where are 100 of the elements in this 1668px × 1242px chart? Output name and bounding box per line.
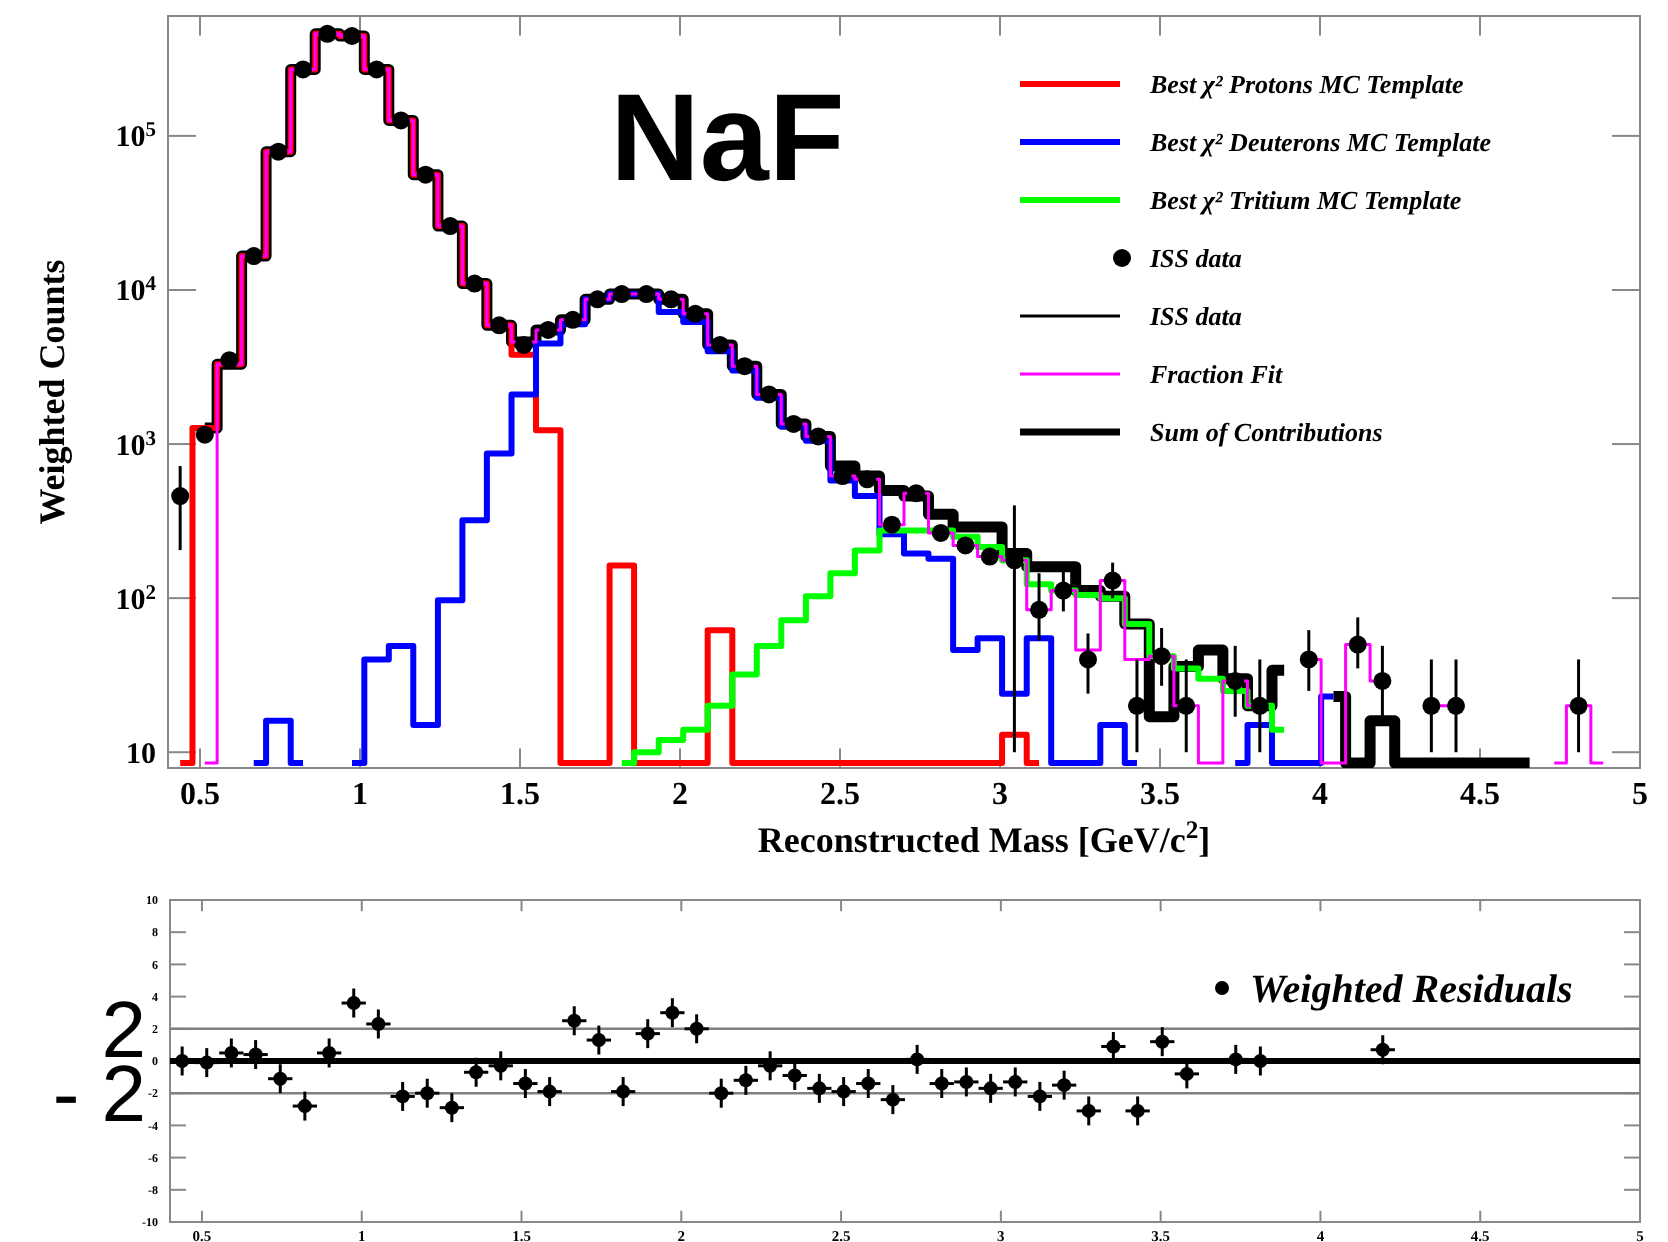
point bbox=[591, 1033, 606, 1048]
y-tick-label: 10$^{2}$ bbox=[115, 581, 156, 617]
point bbox=[273, 1071, 288, 1086]
point bbox=[1057, 1078, 1072, 1093]
point bbox=[563, 310, 582, 329]
point bbox=[1152, 647, 1171, 666]
point bbox=[395, 1089, 410, 1104]
point bbox=[959, 1074, 974, 1089]
point bbox=[1250, 696, 1269, 715]
point bbox=[616, 1084, 631, 1099]
point bbox=[371, 1016, 386, 1031]
y-tick-label: 10$^{3}$ bbox=[115, 427, 156, 463]
point bbox=[518, 1076, 533, 1091]
point bbox=[1373, 671, 1392, 690]
point bbox=[714, 1086, 729, 1101]
y-tick-label: 10 bbox=[126, 738, 156, 771]
point bbox=[171, 487, 190, 506]
point bbox=[1155, 1034, 1170, 1049]
point bbox=[391, 111, 410, 130]
point bbox=[444, 1100, 459, 1115]
point bbox=[469, 1065, 484, 1080]
legend-label: Fraction Fit bbox=[1148, 359, 1283, 390]
point bbox=[1103, 571, 1122, 590]
point bbox=[195, 425, 214, 444]
point bbox=[689, 1021, 704, 1036]
point bbox=[1054, 581, 1073, 600]
point bbox=[711, 335, 729, 354]
point bbox=[686, 304, 705, 323]
point bbox=[542, 1084, 557, 1099]
point bbox=[224, 1045, 239, 1060]
point bbox=[420, 1086, 435, 1101]
x-tick-label: 0.5 bbox=[180, 778, 220, 812]
point bbox=[956, 536, 975, 555]
x-tick-label: 3 bbox=[992, 778, 1008, 812]
point bbox=[882, 515, 901, 534]
point bbox=[787, 1068, 802, 1083]
point bbox=[931, 523, 950, 542]
point bbox=[907, 484, 926, 503]
point bbox=[175, 1054, 190, 1068]
legend-label: Sum of Contributions bbox=[1150, 417, 1383, 448]
point bbox=[244, 247, 263, 266]
point bbox=[1348, 635, 1367, 654]
x-tick-label: 4 bbox=[1312, 778, 1328, 812]
point bbox=[910, 1052, 925, 1067]
x-axis-title: Reconstructed Mass [GeV/c$^{2}$] bbox=[757, 816, 1211, 860]
legend-label: ISS data bbox=[1148, 243, 1243, 274]
point bbox=[1179, 1066, 1194, 1081]
point bbox=[1253, 1054, 1268, 1068]
point bbox=[294, 60, 313, 79]
point bbox=[1228, 1052, 1243, 1067]
x-tick-label: 3.5 bbox=[1140, 778, 1180, 812]
point bbox=[784, 414, 803, 433]
point bbox=[858, 470, 877, 489]
point bbox=[567, 1013, 582, 1028]
x-tick-label: 5 bbox=[1632, 778, 1648, 812]
point bbox=[297, 1099, 312, 1114]
point bbox=[662, 290, 681, 309]
point bbox=[738, 1073, 753, 1088]
x-tick-label: 4.5 bbox=[1460, 778, 1500, 812]
legend-label: Best χ² Deuterons MC Template bbox=[1148, 127, 1492, 158]
point bbox=[199, 1055, 214, 1070]
legend-label: Best χ² Tritium MC Template bbox=[1148, 185, 1462, 216]
point bbox=[1032, 1089, 1047, 1104]
point bbox=[1177, 696, 1196, 715]
point bbox=[1127, 696, 1146, 715]
point bbox=[220, 351, 239, 370]
point bbox=[637, 285, 656, 304]
point bbox=[735, 357, 754, 376]
point bbox=[885, 1092, 900, 1107]
point bbox=[346, 996, 361, 1011]
point bbox=[861, 1076, 876, 1091]
point bbox=[812, 1081, 827, 1096]
x-tick-label: 1 bbox=[352, 778, 368, 812]
point bbox=[1081, 1103, 1096, 1118]
point bbox=[416, 165, 435, 184]
point bbox=[612, 285, 631, 304]
annotation: ISS data bbox=[1148, 301, 1243, 332]
x-tick-label: 2 bbox=[672, 778, 688, 812]
point bbox=[983, 1081, 998, 1096]
point bbox=[1008, 1074, 1023, 1089]
point bbox=[514, 335, 533, 354]
x-tick-label: 2.5 bbox=[820, 778, 860, 812]
chart-title: NaF bbox=[610, 70, 845, 208]
point bbox=[1422, 696, 1441, 715]
y-tick-label: 10$^{5}$ bbox=[115, 119, 156, 155]
point bbox=[539, 320, 558, 339]
point bbox=[490, 316, 509, 335]
point bbox=[759, 385, 778, 404]
y-tick-label: 10$^{4}$ bbox=[115, 273, 158, 309]
point bbox=[441, 217, 460, 236]
point bbox=[934, 1076, 949, 1091]
point bbox=[1226, 671, 1245, 690]
point bbox=[1130, 1103, 1145, 1118]
point bbox=[318, 24, 337, 43]
y-axis-title: Weighted Counts bbox=[32, 259, 72, 525]
legend-label: Weighted Residuals bbox=[1250, 968, 1574, 1012]
point bbox=[1079, 650, 1097, 669]
point bbox=[980, 547, 999, 566]
point bbox=[343, 27, 361, 45]
point bbox=[665, 1005, 680, 1020]
